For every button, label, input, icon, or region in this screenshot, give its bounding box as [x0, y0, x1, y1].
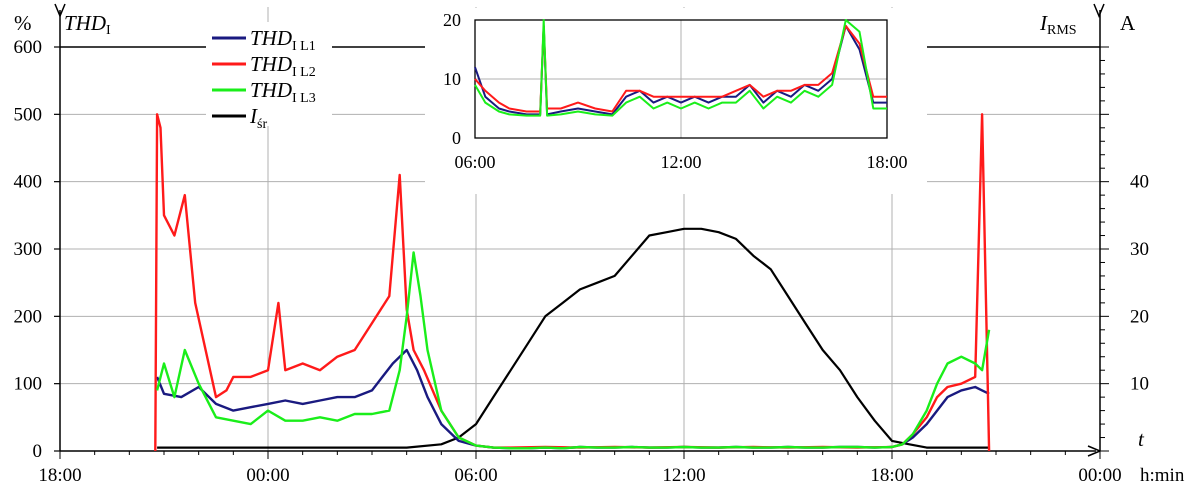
- inset-lines: [474, 19, 887, 117]
- y-left-tick-label: 0: [33, 441, 43, 462]
- legend-label: Iśr: [249, 104, 267, 132]
- inset-ticks: 0 10 20 06:00 12:00 18:00: [443, 10, 908, 172]
- y-left-tick-label: 200: [14, 306, 43, 327]
- inset-x-tick-label: 18:00: [866, 152, 907, 172]
- y-right-symbol: IRMS: [1039, 11, 1077, 38]
- main-lines: [154, 113, 991, 452]
- right-axis-arrow: [1093, 3, 1105, 18]
- legend-label: THDI L3: [250, 78, 316, 106]
- y-left-tick-label: 600: [14, 37, 43, 58]
- inset-y-tick-label: 0: [452, 128, 461, 148]
- main-ticks: 18:00 00:00 06:00 12:00 18:00 00:000100200300…: [14, 37, 1150, 486]
- legend-label: THDI L1: [250, 26, 316, 54]
- y-left-tick-label: 400: [14, 172, 43, 193]
- x-axis-unit: h:min: [1140, 465, 1185, 486]
- y-right-unit: A: [1120, 11, 1136, 35]
- inset-y-tick-label: 20: [443, 10, 461, 30]
- y-left-tick-label: 500: [14, 104, 43, 125]
- x-tick-label: 00:00: [1078, 465, 1121, 486]
- x-tick-label: 00:00: [246, 465, 289, 486]
- x-tick-label: 18:00: [870, 465, 913, 486]
- series-line-l3: [155, 251, 991, 450]
- x-axis-symbol: t: [1138, 427, 1145, 451]
- inset-x-tick-label: 06:00: [454, 152, 495, 172]
- x-tick-label: 12:00: [662, 465, 705, 486]
- y-left-symbol: THDI: [64, 11, 111, 38]
- x-tick-label: 18:00: [38, 465, 81, 486]
- y-right-tick-label: 10: [1130, 374, 1149, 395]
- left-axis-arrow: [54, 3, 66, 18]
- y-left-tick-label: 300: [14, 239, 43, 260]
- legend-label: THDI L2: [250, 52, 316, 80]
- y-right-tick-label: 20: [1130, 306, 1149, 327]
- x-axis-arrow: [1087, 445, 1102, 457]
- y-left-unit: %: [14, 11, 32, 35]
- y-right-tick-label: 40: [1130, 172, 1149, 193]
- inset-series-line-l3: [474, 19, 887, 117]
- inset-x-tick-label: 12:00: [660, 152, 701, 172]
- y-right-tick-label: 30: [1130, 239, 1149, 260]
- x-tick-label: 06:00: [454, 465, 497, 486]
- y-left-tick-label: 100: [14, 374, 43, 395]
- inset-y-tick-label: 10: [443, 69, 461, 89]
- inset-chart: 0 10 20 06:00 12:00 18:00: [425, 8, 927, 194]
